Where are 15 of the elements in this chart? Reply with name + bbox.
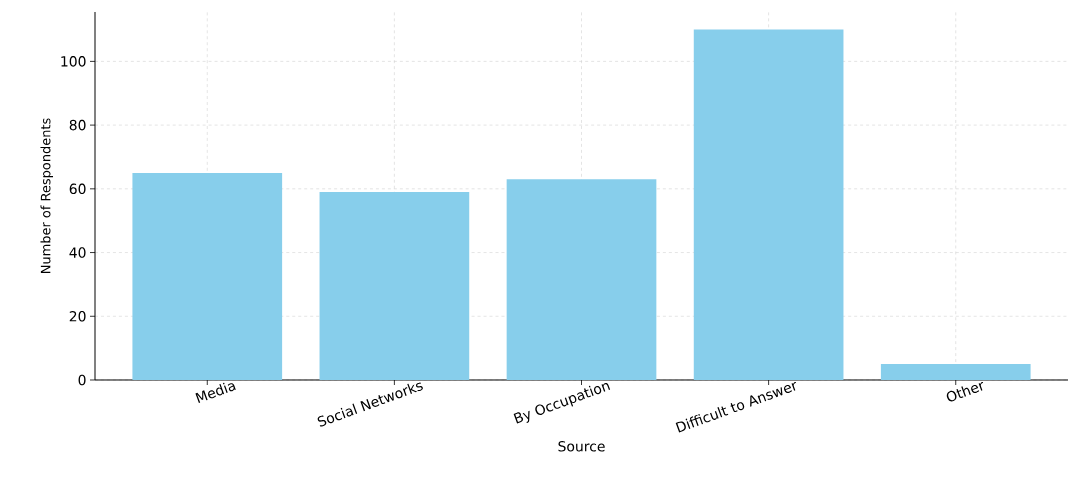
y-tick-label: 40 — [69, 247, 86, 258]
bar — [506, 179, 657, 380]
bar — [880, 364, 1031, 380]
x-tick-label: Other — [946, 381, 984, 402]
y-tick-label: 100 — [61, 56, 86, 67]
y-axis-title: Number of Respondents — [40, 118, 54, 273]
x-tick-label: Media — [195, 382, 236, 404]
bar — [693, 29, 844, 380]
y-tick-label: 0 — [78, 374, 86, 386]
y-tick-label: 80 — [69, 119, 86, 131]
bar — [132, 172, 283, 380]
y-tick-label: 20 — [69, 310, 86, 322]
x-axis-title: Source — [558, 441, 605, 452]
bar — [319, 192, 470, 380]
y-tick-label: 60 — [69, 183, 86, 195]
